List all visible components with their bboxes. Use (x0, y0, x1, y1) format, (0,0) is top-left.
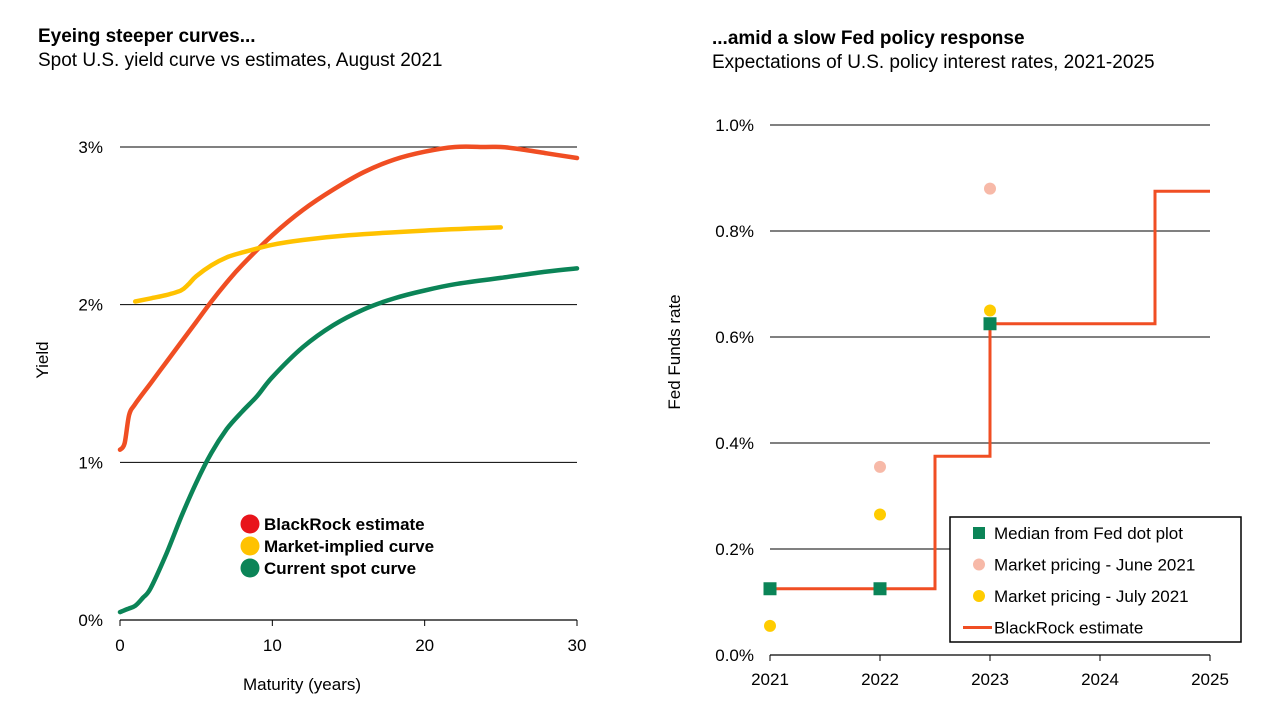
right-legend-label: Market pricing - July 2021 (994, 587, 1189, 606)
left-y-tick-label: 1% (78, 453, 103, 472)
right-legend-marker (973, 558, 985, 571)
right-x-tick-label: 2024 (1081, 670, 1119, 689)
left-x-tick-label: 20 (415, 636, 434, 655)
left-y-axis-label: Yield (33, 341, 52, 378)
left-legend-marker (240, 514, 260, 534)
left-legend-label: Market-implied curve (264, 537, 434, 556)
left-series-line (117, 266, 580, 615)
right-x-tick-label: 2025 (1191, 670, 1229, 689)
left-y-tick-label: 2% (78, 296, 103, 315)
left-legend-label: BlackRock estimate (264, 515, 425, 534)
left-y-tick-label: 0% (78, 611, 103, 630)
right-y-tick-label: 0.6% (715, 328, 754, 347)
right-legend-marker (973, 590, 985, 602)
right-circle-marker (984, 182, 996, 195)
right-x-tick-label: 2021 (751, 670, 789, 689)
left-legend-marker (240, 558, 260, 578)
left-x-axis-label: Maturity (years) (243, 675, 361, 694)
right-square-marker (983, 317, 997, 331)
left-x-tick-label: 30 (568, 636, 587, 655)
left-chart: 0% 1% 2% 3% 0 10 20 30 Maturity (years) Yield Blac… (33, 138, 586, 694)
right-legend-label: Median from Fed dot plot (994, 524, 1183, 543)
right-chart-subtitle: Expectations of U.S. policy interest rat… (712, 52, 1155, 73)
right-legend-label: BlackRock estimate (994, 619, 1143, 638)
left-y-tick-label: 3% (78, 138, 103, 157)
right-circle-marker (764, 619, 776, 632)
right-x-tick-label: 2022 (861, 670, 899, 689)
right-legend-label: Market pricing - June 2021 (994, 556, 1195, 575)
right-square-marker (873, 582, 887, 596)
right-circle-marker (874, 460, 886, 473)
left-series-line (132, 225, 504, 304)
right-y-tick-label: 0.2% (715, 540, 754, 559)
right-circle-marker (874, 508, 886, 521)
left-chart-title: Eyeing steeper curves... (38, 26, 256, 47)
right-chart-title: ...amid a slow Fed policy response (712, 28, 1025, 49)
left-legend-label: Current spot curve (264, 559, 416, 578)
right-square-marker (763, 582, 777, 596)
right-y-tick-label: 0.4% (715, 434, 754, 453)
left-series-line (117, 144, 580, 452)
right-legend-box (949, 516, 1242, 643)
left-chart-subtitle: Spot U.S. yield curve vs estimates, Augu… (38, 50, 443, 71)
left-x-tick-label: 0 (115, 636, 124, 655)
right-circle-marker (984, 304, 996, 317)
left-x-tick-label: 10 (263, 636, 282, 655)
right-x-tick-label: 2023 (971, 670, 1009, 689)
right-y-axis-label: Fed Funds rate (665, 294, 684, 409)
right-step-line (770, 189, 1210, 591)
right-y-tick-label: 0.0% (715, 646, 754, 665)
right-legend-marker (973, 527, 985, 539)
left-legend-marker (240, 536, 260, 556)
right-y-tick-label: 0.8% (715, 222, 754, 241)
right-chart: 0.0% 0.2% 0.4% 0.6% 0.8% 1.0% 2021 2022 2023 2024… (665, 116, 1242, 689)
right-y-tick-label: 1.0% (715, 116, 754, 135)
